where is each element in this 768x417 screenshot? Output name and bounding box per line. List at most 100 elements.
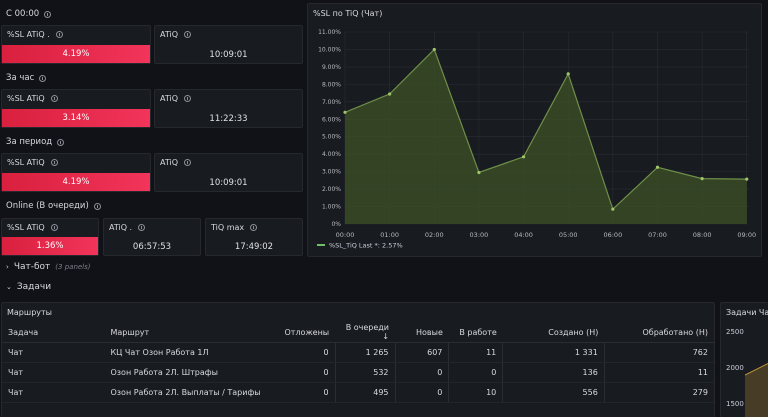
row-toggle-tasks[interactable]: ⌄ Задачи — [6, 282, 52, 292]
y-tick-label: 2.00% — [322, 186, 341, 193]
legend-item-sl-tiq[interactable]: %SL_TiQ Last *: 2.57% — [329, 242, 403, 250]
info-icon[interactable] — [184, 31, 192, 38]
data-point[interactable] — [745, 177, 749, 181]
y-tick-label: 9.00% — [322, 64, 341, 71]
y-tick-label: 4.00% — [322, 151, 341, 158]
chart-panel-sl-tiq[interactable]: %SL по TiQ (Чат) 0% 1.00% 2.00% 3.00% 4.00% 5… — [307, 3, 762, 257]
chart-title: %SL по TiQ (Чат) — [313, 9, 383, 18]
stat-panel-tiq-max[interactable]: TiQ max 17:49:02 — [205, 218, 303, 256]
cell-route: Озон Работа 2Л. Штрафы — [104, 362, 279, 383]
info-icon[interactable] — [55, 31, 63, 38]
cell-task: Чат — [2, 382, 105, 403]
stat-value: 4.19% — [2, 45, 150, 63]
column-header-route[interactable]: Маршрут — [104, 323, 279, 343]
stat-panel-sl-since-midnight[interactable]: %SL ATiQ . 4.19% — [1, 25, 151, 64]
data-point[interactable] — [611, 207, 615, 211]
tasks-mini-chart-panel[interactable]: Задачи Чат 2500 2000 1500 — [720, 302, 768, 417]
table-row[interactable]: Чат Озон Работа 2Л. Выплаты / Тарифы 0 4… — [2, 382, 714, 403]
stat-panel-atiq-online[interactable]: ATiQ . 06:57:53 — [103, 218, 201, 256]
chevron-down-icon: ⌄ — [6, 283, 12, 291]
column-header-processed[interactable]: Обработано (Н) — [604, 323, 714, 343]
y-tick-label: 3.00% — [322, 169, 341, 176]
cell-processed: 279 — [604, 382, 714, 403]
x-tick-label: 09:00 — [737, 231, 756, 239]
info-icon[interactable] — [50, 95, 58, 102]
section-title-last-hour: За час — [6, 73, 47, 83]
stat-panel-sl-last-hour[interactable]: %SL ATiQ 3.14% — [1, 89, 151, 128]
data-point[interactable] — [388, 92, 392, 96]
cell-in-queue: 495 — [335, 382, 396, 403]
x-tick-label: 03:00 — [470, 231, 489, 239]
chart-svg: 0% 1.00% 2.00% 3.00% 4.00% 5.00% 6.00% 7.00% 8.0… — [317, 29, 756, 250]
cell-new: 607 — [395, 342, 450, 363]
stat-value: 3.14% — [2, 109, 150, 127]
cell-postponed: 0 — [278, 362, 336, 383]
info-icon[interactable] — [250, 224, 258, 231]
y-tick-label: 0% — [331, 221, 341, 228]
info-icon[interactable] — [138, 224, 146, 231]
cell-task: Чат — [2, 342, 105, 363]
table-header-row: Задача Маршрут Отложены В очереди ↓ Новы… — [2, 323, 714, 343]
y-tick-label: 1.00% — [322, 204, 341, 211]
stat-panel-sl-period[interactable]: %SL ATiQ 4.19% — [1, 153, 151, 192]
info-icon[interactable] — [93, 202, 101, 210]
routes-table: Задача Маршрут Отложены В очереди ↓ Новы… — [2, 323, 714, 403]
y-tick-label: 10.00% — [318, 46, 341, 53]
column-header-created[interactable]: Создано (Н) — [502, 323, 605, 343]
section-title-since-midnight: С 00:00 — [6, 9, 52, 19]
table-row[interactable]: Чат Озон Работа 2Л. Штрафы 0 532 0 0 136… — [2, 362, 714, 383]
info-icon[interactable] — [50, 224, 58, 231]
table-row[interactable]: Чат КЦ Чат Озон Работа 1Л 0 1 265 607 11… — [2, 342, 714, 363]
data-point[interactable] — [521, 155, 526, 159]
info-icon[interactable] — [39, 74, 47, 82]
stat-value: 17:49:02 — [234, 242, 274, 252]
cell-postponed: 0 — [278, 382, 336, 403]
chevron-right-icon: › — [6, 263, 9, 271]
column-header-in-progress[interactable]: В работе — [448, 323, 503, 343]
data-point[interactable] — [655, 165, 660, 169]
routes-table-panel[interactable]: Маршруты Задача Маршрут Отложены В очере… — [1, 302, 715, 417]
stat-panel-sl-online[interactable]: %SL ATiQ 1.36% — [1, 218, 99, 256]
y-tick-label: 7.00% — [322, 99, 341, 106]
data-point[interactable] — [700, 177, 704, 181]
info-icon[interactable] — [184, 95, 192, 102]
cell-processed: 762 — [604, 342, 714, 363]
info-icon[interactable] — [57, 138, 65, 146]
info-icon[interactable] — [50, 159, 58, 166]
data-point[interactable] — [566, 72, 570, 76]
info-icon[interactable] — [184, 159, 192, 166]
cell-new: 0 — [395, 382, 450, 403]
x-tick-label: 04:00 — [514, 231, 533, 239]
stat-panel-atiq-period[interactable]: ATiQ 10:09:01 — [154, 153, 303, 192]
data-point[interactable] — [343, 110, 347, 114]
legend-swatch — [317, 244, 325, 246]
column-header-postponed[interactable]: Отложены — [278, 323, 336, 343]
cell-task: Чат — [2, 362, 105, 383]
column-header-in-queue[interactable]: В очереди ↓ — [335, 323, 396, 343]
row-toggle-chatbot[interactable]: › Чат-бот (3 panels) — [6, 262, 91, 272]
x-tick-label: 05:00 — [559, 231, 578, 239]
stat-value: 11:22:33 — [209, 114, 248, 124]
tasks-mini-chart-title: Задачи Чат — [726, 308, 768, 317]
series-area-sl-tiq — [345, 49, 747, 224]
cell-in-queue: 1 265 — [335, 342, 396, 363]
section-title-online: Online (В очереди) — [6, 201, 101, 211]
y-tick-label: 11.00% — [318, 29, 341, 36]
y-tick-label: 2500 — [726, 328, 744, 336]
cell-postponed: 0 — [278, 342, 336, 363]
cell-created: 1 331 — [502, 342, 605, 363]
stat-panel-atiq-since-midnight[interactable]: ATiQ 10:09:01 — [154, 25, 303, 64]
x-tick-label: 01:00 — [380, 231, 399, 239]
x-tick-label: 07:00 — [648, 231, 667, 239]
data-point[interactable] — [432, 47, 436, 52]
cell-in-progress: 11 — [448, 342, 504, 363]
info-icon[interactable] — [44, 10, 52, 18]
column-header-new[interactable]: Новые — [395, 323, 449, 343]
x-tick-label: 06:00 — [603, 231, 622, 239]
stat-value: 06:57:53 — [132, 242, 172, 252]
stat-panel-atiq-last-hour[interactable]: ATiQ 11:22:33 — [154, 89, 303, 128]
cell-route: КЦ Чат Озон Работа 1Л — [104, 342, 279, 363]
cell-in-progress: 10 — [448, 382, 504, 403]
column-header-task[interactable]: Задача — [2, 323, 105, 343]
data-point[interactable] — [477, 170, 481, 175]
